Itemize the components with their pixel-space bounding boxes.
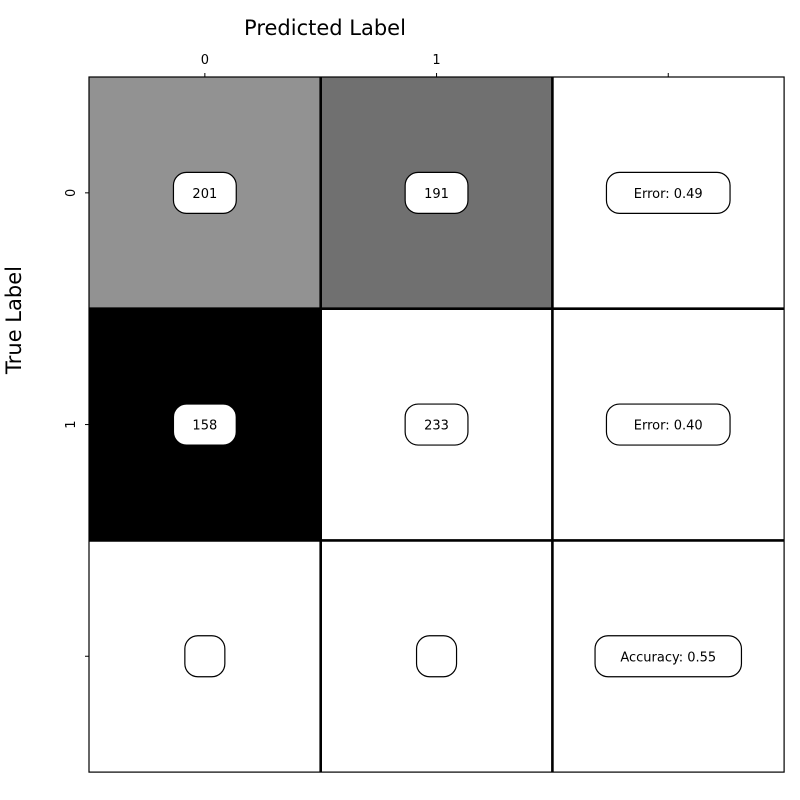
cell-label-text: Error: 0.40	[634, 419, 703, 434]
cell-label-box	[184, 635, 226, 678]
cell-label-box	[172, 171, 237, 214]
cell-label-text: 191	[424, 187, 449, 202]
cell-label-box	[172, 403, 237, 446]
cell-label-r0-c2: Error: 0.49	[605, 171, 731, 214]
cell-label-text: 201	[192, 187, 217, 202]
grid-layer	[88, 76, 785, 773]
ticks-layer: 0 1 0 1	[64, 53, 669, 657]
cell-label-box	[404, 171, 469, 214]
cell-label-r2-c2: Accuracy: 0.55	[594, 635, 743, 678]
cell-label-r1-c2: Error: 0.40	[605, 403, 731, 446]
x-tick-label: 1	[432, 53, 440, 68]
cell-label-r0-c1: 191	[404, 171, 469, 214]
y-tick-label: 1	[64, 420, 79, 428]
cell-label-box	[415, 635, 458, 678]
labels-layer: 201 191 Error: 0.49 158 233 Error: 0.40 Accura…	[172, 171, 743, 678]
cell-label-box	[594, 635, 743, 678]
cell-label-box	[605, 171, 731, 214]
y-axis-title: True Label	[2, 266, 26, 375]
cell-label-r1-c0: 158	[172, 403, 237, 446]
y-tick-label: 0	[64, 189, 79, 197]
cell-label-text: 233	[424, 419, 449, 434]
cell-label-box	[404, 403, 469, 446]
x-axis-title: Predicted Label	[244, 16, 406, 40]
cell-label-text: 158	[192, 419, 217, 434]
cell-label-text: Error: 0.49	[634, 187, 703, 202]
cell-label-r0-c0: 201	[172, 171, 237, 214]
cell-label-r2-c0	[184, 635, 226, 678]
cell-label-text: Accuracy: 0.55	[620, 650, 716, 665]
x-tick-label: 0	[201, 53, 209, 68]
cell-label-r1-c1: 233	[404, 403, 469, 446]
cell-label-r2-c1	[415, 635, 458, 678]
cell-label-box	[605, 403, 731, 446]
